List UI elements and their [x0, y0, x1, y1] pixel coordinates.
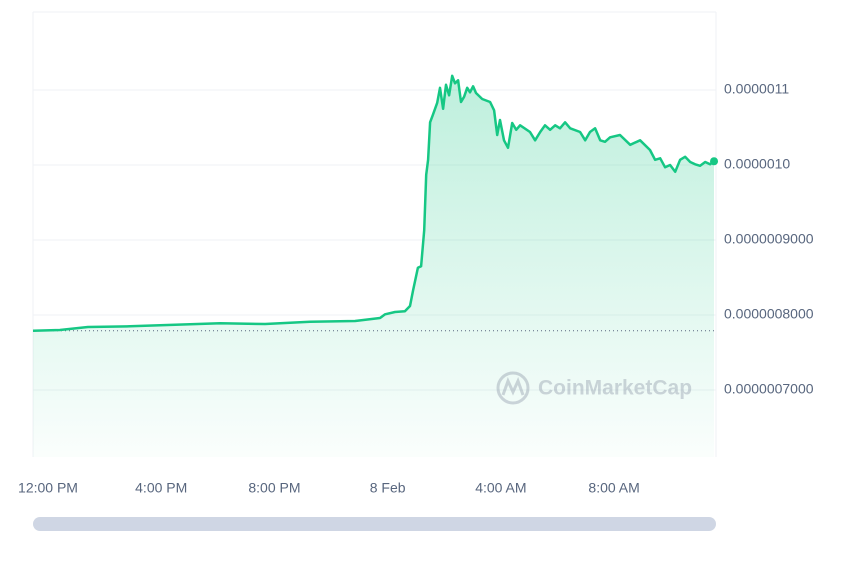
x-tick-label: 4:00 PM	[135, 480, 187, 496]
watermark-text: CoinMarketCap	[538, 377, 692, 400]
watermark: CoinMarketCap	[496, 371, 692, 405]
y-tick-label: 0.0000009000	[724, 231, 814, 247]
x-tick-label: 12:00 PM	[18, 480, 78, 496]
area	[33, 75, 715, 458]
price-line	[32, 74, 715, 333]
scrollbar[interactable]	[33, 517, 716, 531]
x-tick-label: 8 Feb	[370, 480, 406, 496]
x-tick-label: 8:00 PM	[248, 480, 300, 496]
y-tick-label: 0.0000008000	[724, 306, 814, 322]
y-tick-label: 0.0000010	[724, 156, 790, 172]
x-tick-label: 4:00 AM	[475, 480, 526, 496]
x-tick-label: 8:00 AM	[588, 480, 639, 496]
last-point	[710, 157, 719, 166]
y-tick-label: 0.0000007000	[724, 381, 814, 397]
y-tick-label: 0.0000011	[724, 81, 789, 97]
